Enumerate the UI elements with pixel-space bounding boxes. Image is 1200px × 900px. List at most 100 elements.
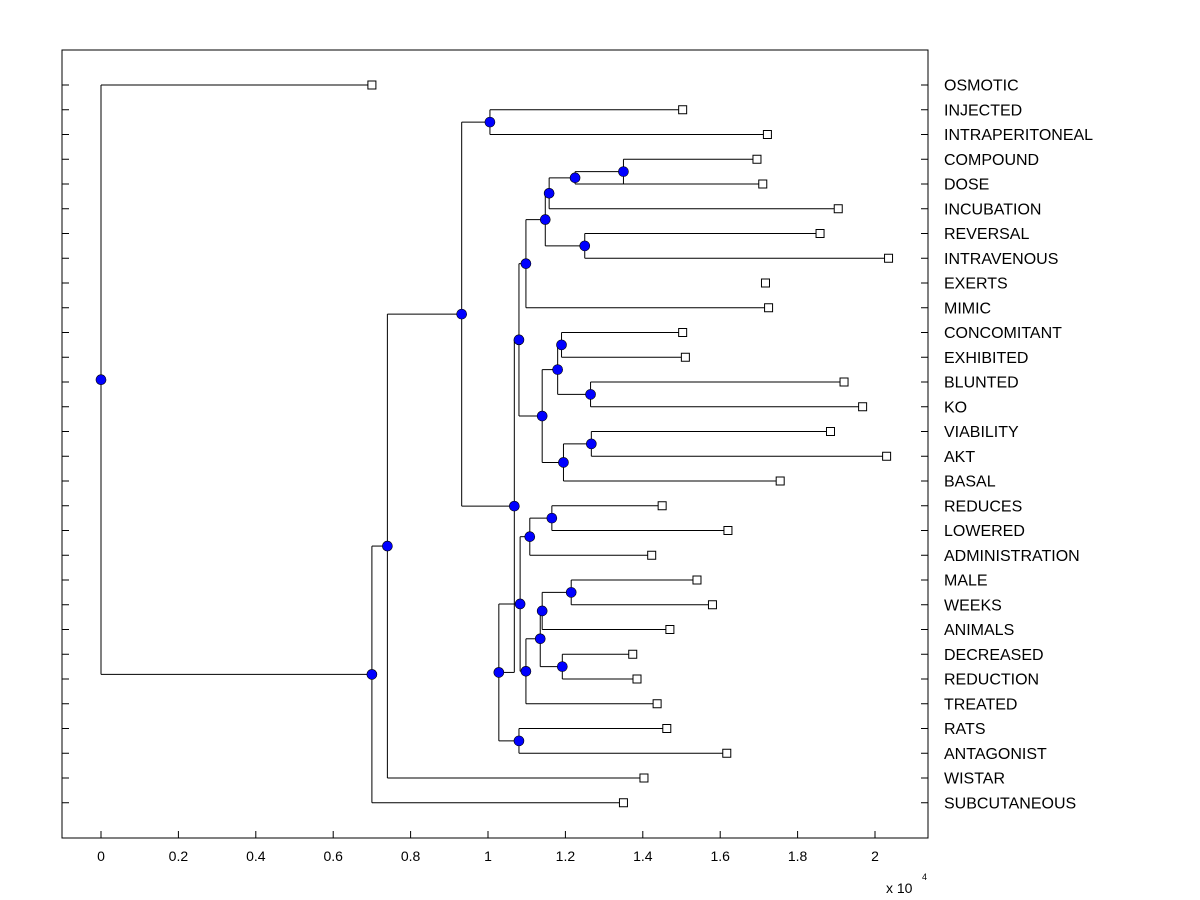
x-tick-label: 1.6 bbox=[710, 848, 730, 864]
leaf-label: MALE bbox=[944, 573, 988, 590]
x-tick-labels: 0 0.2 0.4 0.6 0.8 1 1.2 1.4 1.6 1.8 2 bbox=[97, 848, 879, 864]
merge-node bbox=[585, 389, 596, 400]
x-tick-label: 0.2 bbox=[169, 848, 189, 864]
leaf-label: INTRAPERITONEAL bbox=[944, 127, 1093, 144]
leaf-marker bbox=[723, 526, 733, 535]
leaf-marker bbox=[764, 303, 774, 313]
merge-node bbox=[586, 438, 597, 450]
merge-node bbox=[484, 116, 496, 128]
x-tick-label: 0.6 bbox=[323, 848, 343, 864]
leaf-marker bbox=[775, 476, 785, 486]
leaf-labels: OSMOTIC INJECTED INTRAPERITONEAL COMPOUND DO… bbox=[944, 78, 1093, 813]
leaf-label: KO bbox=[944, 399, 967, 416]
leaf-marker bbox=[628, 649, 638, 659]
leaf-marker bbox=[652, 699, 662, 709]
leaf-label: CONCOMITANT bbox=[944, 325, 1062, 342]
merge-node bbox=[546, 512, 558, 524]
leaf-label: EXERTS bbox=[944, 276, 1008, 293]
leaf-label: EXHIBITED bbox=[944, 350, 1028, 367]
merge-node bbox=[520, 665, 532, 677]
x-tick-label: 0 bbox=[97, 848, 105, 864]
right-tick-marks bbox=[921, 84, 928, 804]
merge-node bbox=[509, 500, 520, 512]
leaf-marker bbox=[882, 451, 892, 461]
leaf-label: INJECTED bbox=[944, 102, 1022, 119]
leaf-marker bbox=[815, 229, 825, 238]
merge-node bbox=[565, 587, 577, 598]
merge-node bbox=[552, 364, 563, 375]
left-tick-marks bbox=[62, 84, 69, 804]
leaf-label: INCUBATION bbox=[944, 201, 1041, 218]
merge-node bbox=[366, 669, 378, 680]
leaf-label: OSMOTIC bbox=[944, 78, 1019, 95]
leaf-label: LOWERED bbox=[944, 523, 1025, 540]
leaf-label: REDUCES bbox=[944, 498, 1022, 515]
merge-node bbox=[513, 334, 525, 346]
leaf-marker bbox=[665, 625, 675, 634]
leaf-marker bbox=[758, 179, 768, 189]
merge-node bbox=[513, 735, 525, 747]
leaf-label: ANIMALS bbox=[944, 622, 1014, 639]
leaf-marker bbox=[707, 600, 717, 610]
x-tick-label: 0.8 bbox=[401, 848, 421, 864]
leaf-markers bbox=[367, 80, 894, 808]
leaf-label: RATS bbox=[944, 721, 985, 738]
leaf-label: BLUNTED bbox=[944, 375, 1019, 392]
x-tick-label: 1.8 bbox=[788, 848, 808, 864]
merge-node bbox=[579, 240, 591, 252]
leaf-label: SUBCUTANEOUS bbox=[944, 795, 1076, 812]
leaf-marker bbox=[680, 352, 690, 362]
leaf-label: COMPOUND bbox=[944, 152, 1039, 169]
leaf-label: AKT bbox=[944, 449, 975, 466]
merge-node bbox=[524, 531, 536, 542]
leaf-label: DOSE bbox=[944, 177, 989, 194]
merge-node bbox=[557, 661, 568, 672]
x-scale-label: x 10 bbox=[886, 880, 913, 896]
merge-node-markers bbox=[95, 116, 629, 747]
leaf-marker bbox=[632, 674, 642, 684]
leaf-marker bbox=[858, 402, 868, 412]
leaf-marker bbox=[839, 377, 849, 387]
leaf-marker bbox=[662, 724, 672, 733]
x-tick-label: 1 bbox=[484, 848, 492, 864]
leaf-marker bbox=[367, 80, 377, 90]
merge-node bbox=[520, 258, 532, 269]
merge-node bbox=[536, 410, 548, 422]
leaf-marker bbox=[618, 798, 628, 808]
merge-node bbox=[536, 605, 548, 617]
merge-node bbox=[569, 172, 581, 184]
leaf-marker bbox=[678, 105, 688, 115]
leaf-marker bbox=[884, 253, 894, 263]
leaf-label: MIMIC bbox=[944, 300, 991, 317]
leaf-label: BASAL bbox=[944, 474, 996, 491]
leaf-marker bbox=[678, 328, 688, 337]
leaf-label: REVERSAL bbox=[944, 226, 1029, 243]
leaf-label: WISTAR bbox=[944, 771, 1005, 788]
leaf-label: WEEKS bbox=[944, 597, 1002, 614]
leaf-label: DECREASED bbox=[944, 647, 1044, 664]
merge-node bbox=[534, 633, 546, 645]
x-scale-exponent: 4 bbox=[922, 872, 927, 882]
x-tick-label: 0.4 bbox=[246, 848, 266, 864]
merge-node bbox=[514, 598, 526, 610]
merge-node bbox=[456, 308, 467, 320]
merge-node bbox=[382, 540, 393, 552]
leaf-marker bbox=[825, 427, 835, 436]
merge-node bbox=[556, 339, 567, 351]
leaf-marker bbox=[762, 130, 772, 139]
leaf-marker bbox=[722, 748, 732, 758]
plot-frame bbox=[61, 49, 929, 839]
leaf-marker bbox=[647, 550, 657, 560]
leaf-marker bbox=[657, 501, 667, 511]
x-tick-label: 1.4 bbox=[633, 848, 653, 864]
leaf-label: ANTAGONIST bbox=[944, 746, 1047, 763]
x-tick-label: 1.2 bbox=[556, 848, 576, 864]
leaf-marker bbox=[692, 575, 702, 585]
leaf-label: VIABILITY bbox=[944, 424, 1019, 441]
x-tick-label: 2 bbox=[871, 848, 879, 864]
leaf-marker bbox=[760, 278, 770, 288]
leaf-label: REDUCTION bbox=[944, 672, 1039, 689]
merge-node bbox=[539, 214, 551, 225]
bottom-tick-marks bbox=[100, 831, 876, 838]
